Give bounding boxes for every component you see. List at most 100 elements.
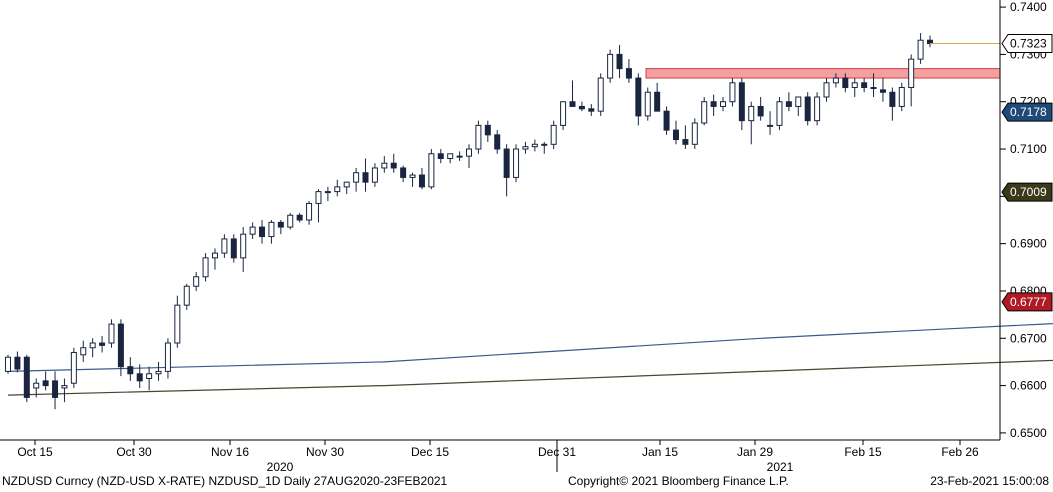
candle-body bbox=[720, 101, 727, 107]
x-axis: Oct 15 Oct 30 Nov 16 Nov 30 Dec 15 Dec 31 Jan … bbox=[0, 439, 1000, 474]
candle-body bbox=[560, 101, 567, 126]
candle-body bbox=[484, 124, 491, 136]
value-label-text: 0.7178 bbox=[1010, 105, 1047, 119]
x-tick-label: Nov 30 bbox=[306, 445, 344, 459]
candle-body bbox=[136, 373, 143, 382]
candle-body bbox=[174, 304, 181, 344]
candle-body bbox=[437, 153, 444, 159]
candle-body bbox=[14, 356, 21, 370]
candle-body bbox=[851, 82, 858, 89]
footer-copyright: Copyright© 2021 Bloomberg Finance L.P. bbox=[568, 474, 789, 488]
year-label: 2020 bbox=[267, 460, 294, 474]
x-tick-label: Feb 15 bbox=[844, 445, 882, 459]
candle-body bbox=[917, 39, 924, 60]
footer-ticker-info: NZDUSD Curncy (NZD-USD X-RATE) NZDUSD_1D… bbox=[2, 474, 448, 488]
candle-body bbox=[108, 323, 115, 344]
candle-body bbox=[42, 380, 49, 387]
candle-body bbox=[635, 77, 642, 117]
value-label-text: 0.7323 bbox=[1010, 37, 1047, 51]
candle-body bbox=[456, 155, 463, 158]
value-label: 0.7178 bbox=[1001, 102, 1053, 122]
candle-body bbox=[211, 252, 218, 259]
candle-body bbox=[466, 148, 472, 157]
candle-body bbox=[908, 58, 915, 89]
candle-body bbox=[879, 89, 886, 93]
candle-body bbox=[644, 91, 651, 117]
candlestick-chart: 0.65000.66000.67000.68000.69000.70000.71… bbox=[0, 0, 1053, 474]
candle-body bbox=[221, 238, 228, 254]
candle-body bbox=[343, 181, 350, 188]
candle-body bbox=[183, 285, 190, 306]
y-tick-label: 0.6700 bbox=[1010, 331, 1047, 345]
value-label-text: 0.7009 bbox=[1010, 185, 1047, 199]
candle-body bbox=[117, 323, 124, 368]
candle-body bbox=[277, 221, 284, 228]
candle-body bbox=[70, 351, 77, 384]
candle-body bbox=[89, 342, 96, 349]
candle-body bbox=[503, 148, 510, 178]
candle-body bbox=[52, 380, 59, 398]
candle-body bbox=[249, 226, 256, 235]
candle-body bbox=[230, 238, 237, 259]
candle-body bbox=[682, 139, 689, 145]
candle-body bbox=[701, 101, 708, 124]
candle-body bbox=[259, 226, 266, 238]
candle-body bbox=[776, 101, 783, 126]
candle-body bbox=[193, 276, 200, 287]
value-label: 0.7009 bbox=[1001, 182, 1053, 202]
candle-body bbox=[738, 82, 745, 122]
candle-body bbox=[5, 356, 11, 372]
x-tick-label: Jan 15 bbox=[642, 445, 678, 459]
candle-body bbox=[588, 108, 595, 112]
candle-body bbox=[99, 342, 106, 346]
value-label: 0.6777 bbox=[1001, 292, 1053, 312]
candle-body bbox=[597, 77, 604, 112]
candle-body bbox=[663, 110, 670, 131]
candle-body bbox=[202, 257, 209, 278]
value-label-box bbox=[1001, 182, 1053, 202]
candle-body bbox=[240, 233, 247, 259]
year-label: 2021 bbox=[767, 460, 794, 474]
candle-body bbox=[710, 101, 717, 107]
moving-average-line bbox=[7, 322, 1053, 372]
candle-body bbox=[287, 214, 294, 228]
y-axis: 0.65000.66000.67000.68000.69000.70000.71… bbox=[999, 0, 1053, 440]
candle-body bbox=[691, 122, 698, 145]
candle-body bbox=[541, 143, 548, 146]
candle-body bbox=[80, 347, 87, 356]
footer-timestamp: 23-Feb-2021 15:00:08 bbox=[930, 474, 1049, 488]
moving-average-line bbox=[7, 359, 1053, 396]
candle-body bbox=[748, 105, 755, 122]
candle-body bbox=[861, 82, 868, 89]
candle-body bbox=[428, 153, 435, 188]
candle-body bbox=[889, 91, 896, 107]
x-tick-label: Oct 30 bbox=[116, 445, 152, 459]
candle-body bbox=[832, 77, 839, 84]
candle-body bbox=[898, 87, 905, 107]
candle-body bbox=[785, 101, 792, 107]
candle-body bbox=[324, 191, 331, 194]
candle-body bbox=[757, 105, 764, 117]
candle-body bbox=[804, 96, 811, 122]
value-label-text: 0.6777 bbox=[1010, 295, 1047, 309]
candle-body bbox=[61, 385, 68, 389]
candle-body bbox=[155, 370, 162, 375]
candle-body bbox=[729, 82, 736, 103]
candle-body bbox=[127, 366, 134, 375]
candle-body bbox=[371, 167, 378, 183]
candle-body bbox=[625, 68, 632, 79]
candle-body bbox=[814, 96, 821, 122]
candle-body bbox=[409, 174, 416, 178]
candle-body bbox=[418, 174, 425, 188]
candle-body bbox=[578, 105, 585, 110]
candle-body bbox=[390, 162, 397, 169]
candle-body bbox=[146, 373, 153, 379]
candle-body bbox=[494, 134, 501, 150]
y-tick-label: 0.7400 bbox=[1010, 0, 1047, 14]
candle-body bbox=[823, 82, 830, 98]
x-tick-label: Nov 16 bbox=[211, 445, 249, 459]
candle-body bbox=[513, 148, 520, 178]
y-tick-label: 0.6500 bbox=[1010, 426, 1047, 440]
candle-body bbox=[400, 167, 407, 178]
candle-body bbox=[296, 214, 303, 221]
